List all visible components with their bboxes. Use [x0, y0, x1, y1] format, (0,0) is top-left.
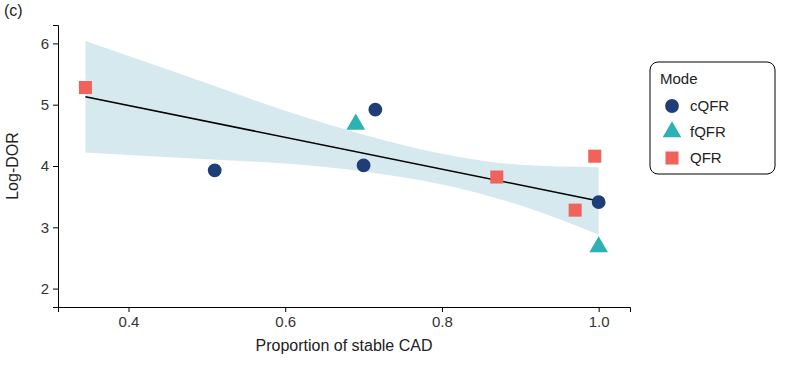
- tick-mark: [129, 307, 130, 312]
- tick-label: 4: [41, 157, 49, 174]
- legend-title: Mode: [660, 70, 698, 87]
- series-2: [79, 81, 601, 217]
- legend: Mode cQFR fQFR QFR: [650, 62, 775, 174]
- legend-symbol: [665, 99, 679, 113]
- tick: 5: [41, 96, 58, 113]
- point: [346, 114, 365, 130]
- series-1: [346, 114, 608, 253]
- chart: 0.4 0.6 0.8 1.0 2 3 4 5 6 Proportion of stable CA…: [0, 0, 800, 379]
- point: [208, 163, 222, 177]
- tick-mark: [53, 43, 58, 44]
- tick-label: 3: [41, 219, 49, 236]
- legend-box: [650, 62, 775, 174]
- tick-label: 6: [41, 35, 49, 52]
- tick-label: 5: [41, 96, 49, 113]
- tick: 2: [41, 280, 58, 297]
- tick-label: 0.4: [119, 313, 140, 330]
- tick: 0.6: [275, 307, 296, 330]
- point: [357, 158, 371, 172]
- x-axis: 0.4 0.6 0.8 1.0: [59, 307, 631, 330]
- axis-line: [59, 308, 631, 313]
- confidence-band: [85, 41, 598, 235]
- tick: 4: [41, 157, 58, 174]
- tick-mark: [53, 227, 58, 228]
- legend-label: QFR: [690, 149, 722, 166]
- point: [79, 81, 92, 94]
- point: [589, 236, 608, 252]
- point: [490, 171, 503, 184]
- y-axis-title: Log-DOR: [4, 132, 21, 200]
- series-0: [208, 103, 606, 209]
- tick-mark: [53, 105, 58, 106]
- legend-symbol: [663, 121, 682, 137]
- tick-label: 1.0: [589, 313, 610, 330]
- tick-label: 0.6: [275, 313, 296, 330]
- point: [588, 150, 601, 163]
- tick: 3: [41, 219, 58, 236]
- legend-symbol: [665, 151, 678, 164]
- point: [569, 204, 582, 217]
- tick: 6: [41, 35, 58, 52]
- title: (c): [4, 2, 23, 19]
- tick-mark: [53, 289, 58, 290]
- tick: 0.4: [119, 307, 140, 330]
- legend-label: cQFR: [690, 97, 729, 114]
- tick-label: 0.8: [432, 313, 453, 330]
- point: [368, 103, 382, 117]
- tick: 1.0: [589, 307, 610, 330]
- tick: 0.8: [432, 307, 453, 330]
- x-axis-title: Proportion of stable CAD: [256, 337, 433, 354]
- point: [592, 195, 606, 209]
- plot-area: [79, 41, 608, 252]
- tick-label: 2: [41, 280, 49, 297]
- tick-mark: [285, 307, 286, 312]
- fit-line: [85, 97, 598, 201]
- tick-mark: [53, 166, 58, 167]
- tick-mark: [599, 307, 600, 312]
- legend-label: fQFR: [690, 123, 726, 140]
- axis-line: [53, 26, 59, 308]
- y-axis: 2 3 4 5 6: [41, 26, 59, 308]
- tick-mark: [442, 307, 443, 312]
